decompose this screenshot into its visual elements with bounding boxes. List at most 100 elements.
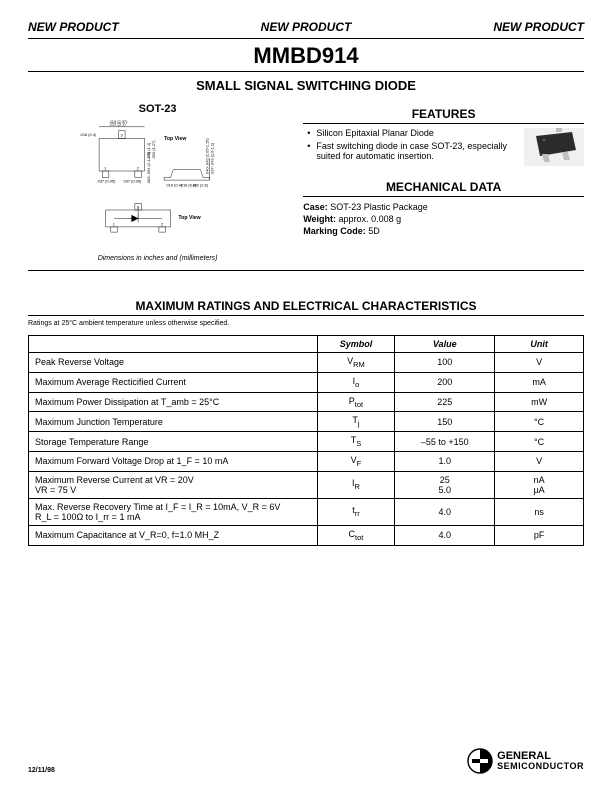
features-heading: FEATURES xyxy=(303,107,584,124)
logo-text: GENERAL SEMICONDUCTOR xyxy=(497,751,584,771)
table-row: Maximum Junction TemperatureTj150°C xyxy=(29,412,584,432)
table-cell: V xyxy=(495,451,584,471)
svg-text:2: 2 xyxy=(137,166,139,171)
svg-text:Top View: Top View xyxy=(164,136,187,142)
table-row: Maximum Capacitance at V_R=0, f=1.0 MH_Z… xyxy=(29,525,584,545)
table-cell: 25 5.0 xyxy=(395,471,495,498)
table-cell: °C xyxy=(495,412,584,432)
table-row: Max. Reverse Recovery Time at I_F = I_R … xyxy=(29,498,584,525)
table-cell: Storage Temperature Range xyxy=(29,432,318,452)
table-cell: Maximum Power Dissipation at T_amb = 25°… xyxy=(29,392,318,412)
table-cell: Ctot xyxy=(317,525,395,545)
table-cell: Maximum Forward Voltage Drop at 1_F = 10… xyxy=(29,451,318,471)
logo-line2: SEMICONDUCTOR xyxy=(497,762,584,771)
table-cell: Maximum Capacitance at V_R=0, f=1.0 MH_Z xyxy=(29,525,318,545)
table-cell: nA µA xyxy=(495,471,584,498)
mechanical-data: Case: SOT-23 Plastic Package Weight: app… xyxy=(303,201,584,237)
table-cell: 1.0 xyxy=(395,451,495,471)
table-row: Maximum Forward Voltage Drop at 1_F = 10… xyxy=(29,451,584,471)
table-cell: VF xyxy=(317,451,395,471)
table-cell: 200 xyxy=(395,372,495,392)
ratings-note: Ratings at 25°C ambient temperature unle… xyxy=(28,320,584,327)
logo-icon xyxy=(467,748,493,774)
upper-section: SOT-23 3 1 2 .122 (3.1) .110 (2.37) .018… xyxy=(28,103,584,262)
table-cell: 225 xyxy=(395,392,495,412)
table-cell: mW xyxy=(495,392,584,412)
banner-right: NEW PRODUCT xyxy=(493,20,584,34)
table-header-row: Symbol Value Unit xyxy=(29,336,584,353)
case-label: Case: xyxy=(303,202,328,212)
svg-text:2: 2 xyxy=(161,222,163,227)
new-product-banner: NEW PRODUCT NEW PRODUCT NEW PRODUCT xyxy=(28,20,584,34)
table-cell: TS xyxy=(317,432,395,452)
title-rule xyxy=(28,71,584,72)
table-cell: mA xyxy=(495,372,584,392)
svg-text:.110 (2.37): .110 (2.37) xyxy=(109,119,128,124)
col-value: Value xyxy=(395,336,495,353)
col-parameter xyxy=(29,336,318,353)
banner-left: NEW PRODUCT xyxy=(28,20,119,34)
marking-value: 5D xyxy=(368,226,380,236)
feature-text: Silicon Epitaxial Planar Diode xyxy=(316,128,434,138)
svg-text:.050 (1.27): .050 (1.27) xyxy=(151,140,156,160)
svg-text:.040-.045 (1.05-1.15): .040-.045 (1.05-1.15) xyxy=(204,138,209,175)
company-logo: GENERAL SEMICONDUCTOR xyxy=(467,748,584,774)
feature-item: Fast switching diode in case SOT-23, esp… xyxy=(307,141,518,161)
table-cell: V xyxy=(495,353,584,373)
subtitle: SMALL SIGNAL SWITCHING DIODE xyxy=(28,78,584,93)
svg-text:.018 (0.4): .018 (0.4) xyxy=(80,132,97,137)
case-value: SOT-23 Plastic Package xyxy=(330,202,428,212)
svg-text:.037 (0.95): .037 (0.95) xyxy=(123,179,143,184)
sot23-photo xyxy=(524,128,584,166)
package-label: SOT-23 xyxy=(28,103,287,115)
mid-rule xyxy=(28,270,584,271)
part-number: MMBD914 xyxy=(28,43,584,69)
top-rule xyxy=(28,38,584,39)
svg-text:1: 1 xyxy=(104,166,106,171)
max-ratings-heading: MAXIMUM RATINGS AND ELECTRICAL CHARACTER… xyxy=(28,299,584,316)
table-cell: °C xyxy=(495,432,584,452)
table-cell: Maximum Average Recticified Current xyxy=(29,372,318,392)
svg-text:Top View: Top View xyxy=(178,215,201,221)
table-cell: 4.0 xyxy=(395,525,495,545)
svg-text:.083-.094 (2.1-2.5): .083-.094 (2.1-2.5) xyxy=(146,151,151,184)
table-cell: Peak Reverse Voltage xyxy=(29,353,318,373)
table-cell: 150 xyxy=(395,412,495,432)
col-unit: Unit xyxy=(495,336,584,353)
dimensions-note: Dimensions in inches and (millimeters) xyxy=(28,255,287,262)
weight-label: Weight: xyxy=(303,214,336,224)
col-symbol: Symbol xyxy=(317,336,395,353)
table-row: Maximum Power Dissipation at T_amb = 25°… xyxy=(29,392,584,412)
table-row: Maximum Average Recticified CurrentIo200… xyxy=(29,372,584,392)
mechanical-heading: MECHANICAL DATA xyxy=(303,180,584,197)
table-cell: IR xyxy=(317,471,395,498)
table-cell: pF xyxy=(495,525,584,545)
table-cell: trr xyxy=(317,498,395,525)
table-cell: Maximum Junction Temperature xyxy=(29,412,318,432)
svg-text:1: 1 xyxy=(113,222,115,227)
table-cell: Io xyxy=(317,372,395,392)
table-cell: Maximum Reverse Current at VR = 20V VR =… xyxy=(29,471,318,498)
feature-item: Silicon Epitaxial Planar Diode xyxy=(307,128,518,138)
package-column: SOT-23 3 1 2 .122 (3.1) .110 (2.37) .018… xyxy=(28,103,287,262)
table-row: Storage Temperature RangeTS–55 to +150°C xyxy=(29,432,584,452)
table-row: Maximum Reverse Current at VR = 20V VR =… xyxy=(29,471,584,498)
table-cell: 4.0 xyxy=(395,498,495,525)
table-row: Peak Reverse VoltageVRM100V xyxy=(29,353,584,373)
svg-text:.037-.043 (1.0-1.1): .037-.043 (1.0-1.1) xyxy=(210,142,215,175)
table-cell: Tj xyxy=(317,412,395,432)
table-cell: –55 to +150 xyxy=(395,432,495,452)
table-cell: ns xyxy=(495,498,584,525)
table-cell: Max. Reverse Recovery Time at I_F = I_R … xyxy=(29,498,318,525)
svg-text:.102 (2.6): .102 (2.6) xyxy=(191,183,208,188)
package-drawing: 3 1 2 .122 (3.1) .110 (2.37) .018 (0.4) … xyxy=(28,119,287,249)
table-cell: 100 xyxy=(395,353,495,373)
weight-value: approx. 0.008 g xyxy=(339,214,402,224)
feature-text: Fast switching diode in case SOT-23, esp… xyxy=(316,141,518,161)
footer-date: 12/11/98 xyxy=(28,767,55,774)
footer: 12/11/98 GENERAL SEMICONDUCTOR xyxy=(28,748,584,774)
features-mechanical-column: FEATURES Silicon Epitaxial Planar Diode … xyxy=(303,103,584,262)
banner-mid: NEW PRODUCT xyxy=(261,20,352,34)
svg-text:.037 (0.95): .037 (0.95) xyxy=(97,179,117,184)
table-cell: Ptot xyxy=(317,392,395,412)
